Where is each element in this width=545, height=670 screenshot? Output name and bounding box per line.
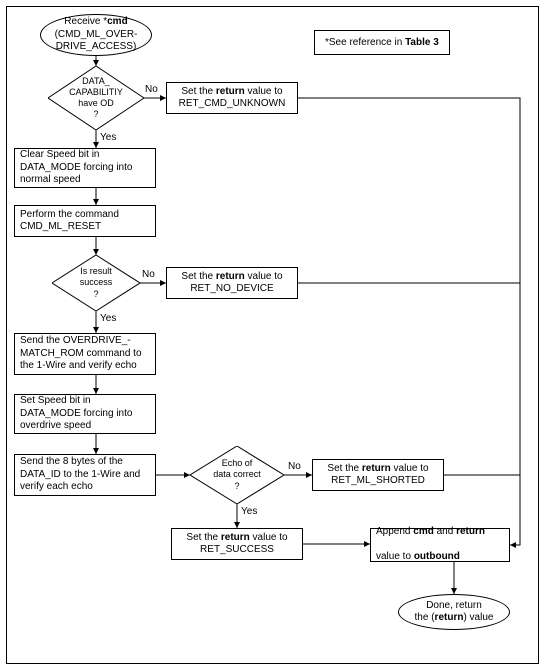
node-send-ovr: Send the OVERDRIVE_- MATCH_ROM command t… bbox=[14, 333, 156, 375]
node-perform: Perform the command CMD_ML_RESET bbox=[14, 205, 156, 237]
d3-text: Echo of data correct ? bbox=[210, 458, 264, 492]
start-l2: (CMD_ML_OVER- bbox=[55, 29, 138, 40]
node-start: Receive *cmd (CMD_ML_OVER- DRIVE_ACCESS) bbox=[40, 14, 152, 56]
start-l1b: cmd bbox=[107, 16, 128, 27]
node-done: Done, return the (return) value bbox=[398, 594, 510, 630]
note-text-bold: Table 3 bbox=[405, 37, 439, 48]
node-d3: Echo of data correct ? bbox=[190, 446, 284, 504]
lbl-d3-yes: Yes bbox=[241, 506, 257, 517]
lbl-d1-no: No bbox=[145, 84, 158, 95]
d1-text: DATA_ CAPABILITIY have OD ? bbox=[66, 76, 126, 121]
node-send8: Send the 8 bytes of the DATA_ID to the 1… bbox=[14, 454, 156, 496]
lbl-d2-yes: Yes bbox=[100, 313, 116, 324]
note-text-prefix: *See reference in bbox=[325, 37, 405, 48]
node-append: Append cmd and return value to outbound bbox=[370, 528, 510, 562]
start-l1a: Receive * bbox=[64, 16, 107, 27]
start-l3: DRIVE_ACCESS) bbox=[56, 41, 137, 52]
node-ret-shorted: Set the return value to RET_ML_SHORTED bbox=[312, 459, 444, 491]
d2-text: Is result success ? bbox=[77, 266, 116, 300]
node-d2: Is result success ? bbox=[52, 255, 140, 311]
node-ret-nodev: Set the return value to RET_NO_DEVICE bbox=[166, 267, 298, 299]
node-d1: DATA_ CAPABILITIY have OD ? bbox=[48, 66, 144, 130]
reference-note: *See reference in Table 3 bbox=[314, 30, 450, 55]
node-setspeed: Set Speed bit in DATA_MODE forcing into … bbox=[14, 394, 156, 434]
lbl-d3-no: No bbox=[288, 461, 301, 472]
node-clear: Clear Speed bit in DATA_MODE forcing int… bbox=[14, 148, 156, 188]
lbl-d2-no: No bbox=[142, 269, 155, 280]
node-ret-success: Set the return value to RET_SUCCESS bbox=[171, 528, 303, 560]
node-ret-unknown: Set the return value to RET_CMD_UNKNOWN bbox=[166, 82, 298, 114]
lbl-d1-yes: Yes bbox=[100, 132, 116, 143]
